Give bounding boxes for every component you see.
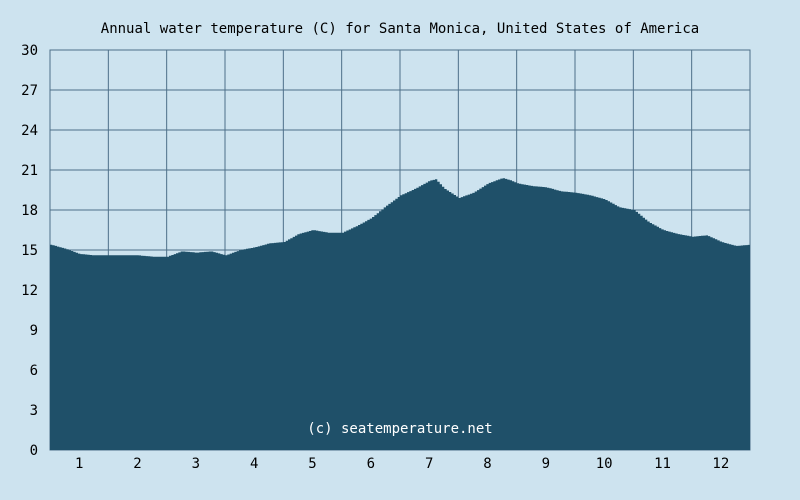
y-tick-label: 15: [21, 243, 38, 259]
area-layer: [50, 178, 750, 450]
y-tick-label: 24: [21, 123, 38, 139]
watermark-text: (c) seatemperature.net: [307, 421, 492, 437]
x-tick-label: 7: [425, 456, 433, 472]
x-tick-label: 10: [596, 456, 613, 472]
y-tick-label: 21: [21, 163, 38, 179]
y-tick-label: 0: [30, 443, 38, 459]
x-tick-label: 1: [75, 456, 83, 472]
y-axis-ticks: 0 3 6 9 12 15 18 21 24 27 30: [21, 43, 38, 459]
x-tick-label: 12: [712, 456, 729, 472]
x-axis-ticks: 1 2 3 4 5 6 7 8 9 10 11 12: [75, 456, 729, 472]
x-tick-label: 6: [367, 456, 375, 472]
x-tick-label: 9: [542, 456, 550, 472]
temperature-area: [50, 178, 750, 450]
x-tick-label: 8: [483, 456, 491, 472]
y-tick-label: 30: [21, 43, 38, 59]
y-tick-label: 3: [30, 403, 38, 419]
y-tick-label: 27: [21, 83, 38, 99]
x-tick-label: 3: [192, 456, 200, 472]
y-tick-label: 6: [30, 363, 38, 379]
y-tick-label: 9: [30, 323, 38, 339]
chart-title: Annual water temperature (C) for Santa M…: [101, 21, 699, 37]
y-tick-label: 12: [21, 283, 38, 299]
x-tick-label: 2: [133, 456, 141, 472]
x-tick-label: 11: [654, 456, 671, 472]
x-tick-label: 5: [308, 456, 316, 472]
x-tick-label: 4: [250, 456, 258, 472]
y-tick-label: 18: [21, 203, 38, 219]
